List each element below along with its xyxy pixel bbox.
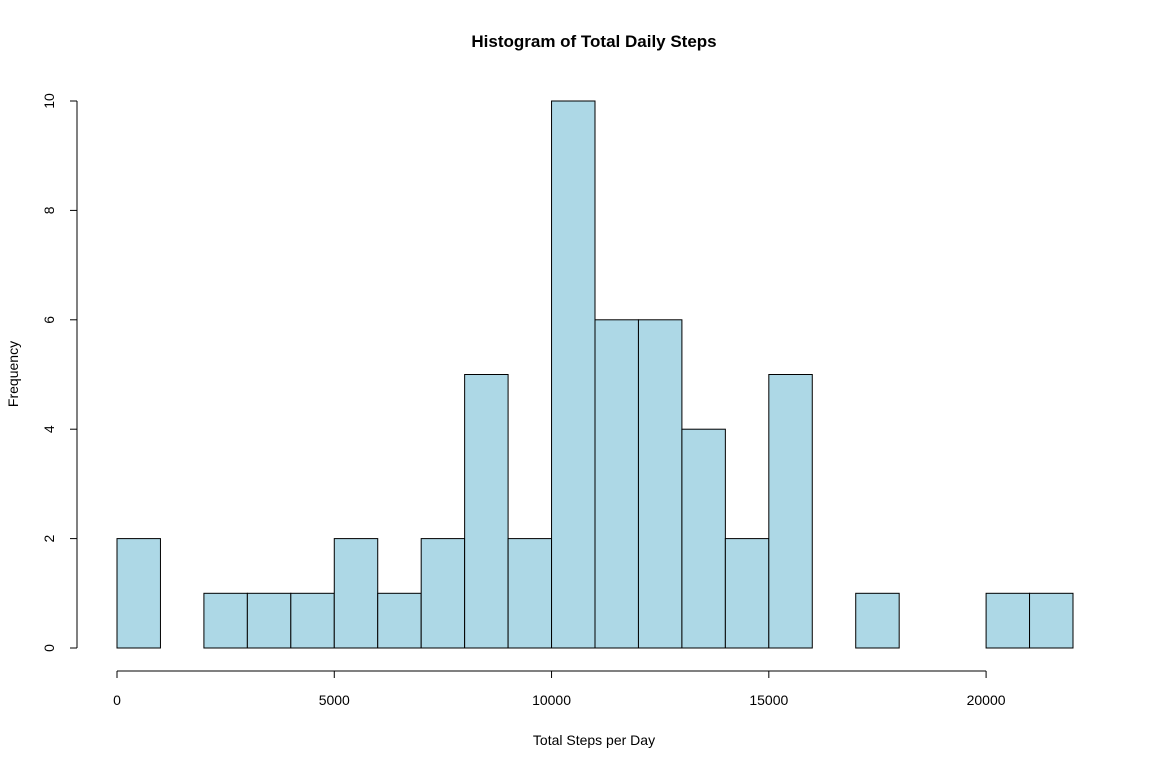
y-tick-label-5: 10 [41, 93, 57, 109]
histogram-bar-13 [681, 428, 726, 649]
histogram-bar-10 [551, 100, 596, 649]
histogram-bar-6 [377, 592, 422, 649]
histogram-bar-21 [1029, 592, 1074, 649]
histogram-bar-0 [116, 538, 161, 649]
y-axis: 0 2 4 6 8 10 [41, 93, 78, 652]
histogram-bar-3 [246, 592, 292, 649]
histogram-bar-4 [290, 592, 335, 649]
y-tick-label-0: 0 [41, 644, 57, 652]
histogram-bar-17 [855, 592, 900, 649]
x-tick-label-3: 15000 [749, 692, 788, 708]
x-tick-label-2: 10000 [532, 692, 571, 708]
histogram-bar-9 [507, 538, 553, 649]
x-tick-label-1: 5000 [319, 692, 350, 708]
histogram-bar-7 [420, 538, 466, 649]
bars-group [116, 100, 1074, 649]
y-tick-label-4: 8 [41, 206, 57, 214]
histogram-bar-20 [985, 592, 1031, 649]
histogram-bar-5 [333, 538, 379, 649]
x-axis: 0 5000 10000 15000 20000 [113, 670, 1006, 708]
histogram-bar-12 [637, 319, 683, 649]
histogram-bar-8 [464, 374, 509, 649]
y-axis-label: Frequency [5, 341, 21, 407]
x-tick-label-0: 0 [113, 692, 121, 708]
histogram-bar-15 [768, 374, 813, 649]
histogram-bar-2 [203, 592, 248, 649]
x-axis-label: Total Steps per Day [533, 732, 655, 748]
histogram-bar-11 [594, 319, 639, 649]
x-tick-label-4: 20000 [967, 692, 1006, 708]
y-tick-label-3: 6 [41, 316, 57, 324]
chart-title: Histogram of Total Daily Steps [471, 32, 716, 51]
y-tick-label-1: 2 [41, 534, 57, 542]
histogram-bar-14 [724, 538, 770, 649]
y-tick-label-2: 4 [41, 425, 57, 433]
